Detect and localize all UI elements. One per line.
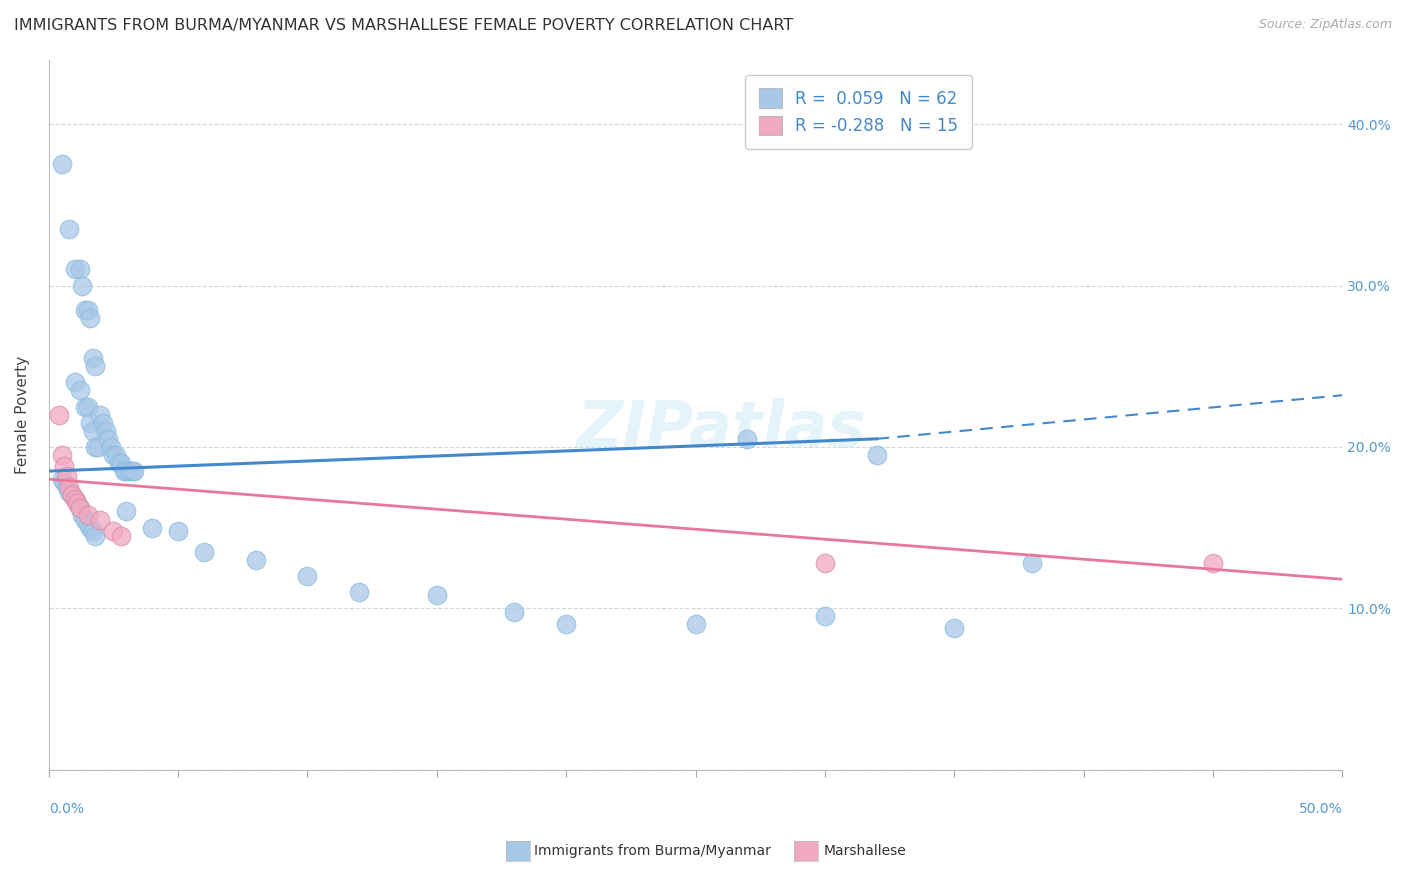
Point: [60, 488, 83, 502]
Point: [110, 529, 132, 543]
Point: [115, 504, 138, 518]
Point: [73, 512, 96, 526]
Point: [63, 376, 86, 390]
Point: [245, 553, 267, 567]
Point: [58, 480, 80, 494]
Point: [89, 512, 111, 526]
Point: [503, 605, 526, 619]
Point: [58, 485, 80, 500]
Point: [735, 432, 758, 446]
Point: [60, 488, 83, 502]
Point: [48, 408, 70, 422]
Point: [103, 448, 125, 462]
Legend: R =  0.059   N = 62, R = -0.288   N = 15: R = 0.059 N = 62, R = -0.288 N = 15: [745, 75, 972, 149]
Point: [89, 408, 111, 422]
Point: [51, 448, 73, 462]
Point: [84, 529, 107, 543]
Point: [56, 469, 79, 483]
Point: [426, 588, 449, 602]
Point: [72, 508, 94, 522]
Point: [66, 496, 89, 510]
Text: 50.0%: 50.0%: [1299, 802, 1343, 815]
Point: [97, 432, 120, 446]
Point: [56, 480, 79, 494]
Point: [347, 585, 370, 599]
Point: [814, 609, 837, 624]
Point: [685, 617, 707, 632]
Point: [107, 456, 129, 470]
Point: [297, 569, 319, 583]
Point: [115, 464, 138, 478]
Point: [1202, 556, 1225, 570]
Point: [69, 384, 91, 398]
Point: [100, 440, 122, 454]
Point: [91, 416, 114, 430]
Point: [63, 491, 86, 506]
Y-axis label: Female Poverty: Female Poverty: [15, 356, 30, 474]
Text: Source: ZipAtlas.com: Source: ZipAtlas.com: [1258, 18, 1392, 31]
Point: [943, 621, 966, 635]
Text: ZIPatlas: ZIPatlas: [576, 398, 866, 460]
Point: [141, 520, 163, 534]
Point: [814, 556, 837, 570]
Point: [87, 440, 110, 454]
Point: [84, 440, 107, 454]
Point: [69, 501, 91, 516]
Point: [84, 359, 107, 374]
Text: IMMIGRANTS FROM BURMA/MYANMAR VS MARSHALLESE FEMALE POVERTY CORRELATION CHART: IMMIGRANTS FROM BURMA/MYANMAR VS MARSHAL…: [14, 18, 793, 33]
Point: [79, 520, 101, 534]
Point: [58, 222, 80, 236]
Point: [76, 517, 98, 532]
Point: [51, 157, 73, 171]
Point: [94, 424, 117, 438]
Point: [69, 501, 91, 516]
Text: 0.0%: 0.0%: [49, 802, 84, 815]
Point: [79, 310, 101, 325]
Point: [53, 459, 76, 474]
Point: [193, 545, 215, 559]
Point: [51, 472, 73, 486]
Point: [121, 464, 143, 478]
Point: [73, 302, 96, 317]
Point: [82, 351, 104, 366]
Point: [79, 416, 101, 430]
Point: [105, 448, 128, 462]
Point: [63, 262, 86, 277]
Point: [76, 302, 98, 317]
Point: [103, 524, 125, 538]
Point: [110, 456, 132, 470]
Point: [82, 424, 104, 438]
Point: [82, 524, 104, 538]
Point: [76, 508, 98, 522]
Point: [112, 464, 135, 478]
Point: [76, 400, 98, 414]
Text: Marshallese: Marshallese: [824, 844, 907, 858]
Point: [72, 278, 94, 293]
Point: [122, 464, 145, 478]
Text: Immigrants from Burma/Myanmar: Immigrants from Burma/Myanmar: [534, 844, 770, 858]
Point: [167, 524, 190, 538]
Point: [66, 496, 89, 510]
Point: [118, 464, 141, 478]
Point: [53, 475, 76, 490]
Point: [865, 448, 887, 462]
Point: [63, 491, 86, 506]
Point: [1021, 556, 1043, 570]
Point: [555, 617, 578, 632]
Point: [69, 262, 91, 277]
Point: [73, 400, 96, 414]
